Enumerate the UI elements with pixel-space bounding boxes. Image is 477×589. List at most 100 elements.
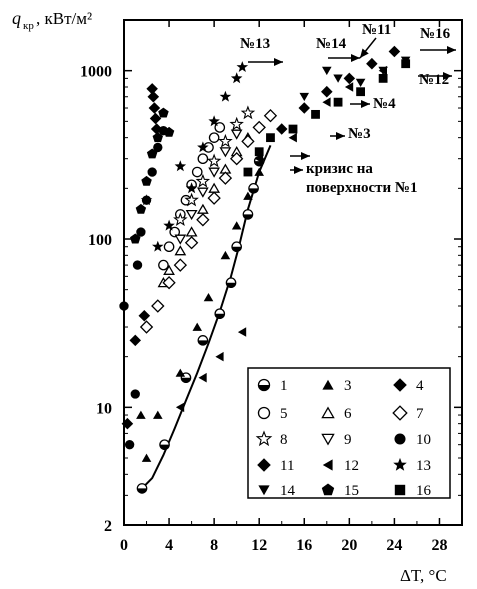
point-series-1 — [159, 439, 170, 451]
point-series-16 — [378, 73, 388, 83]
point-series-6 — [185, 226, 198, 237]
y-tick-label: 2 — [104, 518, 112, 535]
point-series-3 — [220, 250, 231, 260]
point-series-7 — [229, 151, 244, 166]
legend-label-6: 6 — [344, 406, 352, 422]
point-series-7 — [241, 134, 255, 149]
legend-label-5: 5 — [280, 406, 288, 422]
arrow-crisis-b — [290, 166, 303, 174]
legend-label-10: 10 — [416, 432, 431, 448]
point-series-11 — [321, 85, 333, 98]
x-tick-label: 16 — [296, 537, 312, 554]
point-series-9 — [208, 167, 221, 178]
point-series-4 — [121, 417, 134, 430]
arrow-n12 — [418, 72, 452, 80]
legend-label-13: 13 — [416, 458, 431, 474]
annotations: №13 №14 №11 №16 №12 №4 №3 кризис на пове… — [240, 22, 451, 196]
point-series-9 — [196, 187, 209, 198]
point-series-5 — [163, 241, 175, 253]
point-series-8 — [218, 133, 233, 148]
point-series-7 — [263, 108, 278, 123]
annotation-crisis-line2: поверхности №1 — [306, 180, 418, 196]
point-series-15 — [146, 148, 158, 159]
point-series-7 — [139, 320, 154, 334]
arrow-n16 — [420, 46, 456, 54]
point-series-15 — [141, 175, 152, 186]
arrow-n11-leader — [359, 37, 377, 59]
point-series-10 — [132, 260, 143, 270]
point-series-13 — [236, 61, 249, 72]
point-series-8 — [195, 173, 211, 188]
point-series-7 — [184, 236, 199, 250]
data-points — [119, 45, 411, 494]
point-series-7 — [196, 213, 210, 227]
annotation-n11: №11 — [362, 22, 391, 38]
point-series-13 — [219, 90, 232, 102]
legend-marker-8 — [255, 430, 273, 447]
point-series-10 — [130, 389, 140, 399]
point-series-1 — [197, 335, 209, 346]
point-series-13 — [197, 141, 209, 153]
svg-text:кр: кр — [23, 20, 34, 32]
legend-label-12: 12 — [344, 458, 359, 474]
point-series-15 — [135, 203, 147, 214]
point-series-14 — [378, 66, 388, 76]
point-series-1 — [242, 209, 254, 220]
point-series-3 — [243, 191, 253, 200]
point-series-12 — [237, 327, 247, 337]
point-series-6 — [196, 203, 209, 214]
point-series-14 — [299, 92, 309, 102]
svg-text:, кВт/м²: , кВт/м² — [36, 9, 92, 28]
point-series-1 — [214, 308, 226, 320]
legend-marker-15 — [321, 483, 335, 496]
legend-label-11: 11 — [280, 458, 294, 474]
y-axis-title: q кр , кВт/м² — [12, 8, 92, 32]
legend-label-15: 15 — [344, 483, 359, 499]
point-series-5 — [214, 122, 226, 133]
point-series-13 — [140, 194, 153, 206]
x-tick-label: 28 — [431, 537, 447, 554]
annotation-crisis-line1: кризис на — [306, 161, 373, 177]
point-series-3 — [203, 293, 214, 302]
annotation-n16: №16 — [420, 26, 451, 42]
point-series-5 — [191, 166, 203, 178]
point-series-3 — [254, 167, 264, 176]
point-series-10 — [153, 142, 163, 153]
point-series-9 — [174, 234, 187, 245]
point-series-4 — [146, 83, 158, 95]
point-series-11 — [388, 45, 401, 58]
annotation-n4: №4 — [373, 96, 396, 112]
point-series-10 — [124, 440, 135, 450]
legend-label-8: 8 — [280, 432, 288, 448]
point-series-6 — [174, 245, 187, 256]
point-series-1 — [225, 277, 237, 289]
point-series-15 — [130, 233, 141, 244]
point-series-15 — [158, 107, 169, 118]
x-tick-label: 0 — [120, 537, 128, 554]
point-series-3 — [175, 368, 186, 377]
point-series-12 — [198, 372, 207, 383]
point-series-16 — [356, 87, 365, 97]
legend-label-7: 7 — [416, 406, 424, 422]
point-series-16 — [333, 97, 343, 107]
x-tick-label: 8 — [210, 537, 218, 554]
point-series-12 — [344, 82, 354, 92]
point-series-4 — [148, 102, 161, 114]
point-series-10 — [136, 227, 146, 237]
point-series-1 — [136, 483, 148, 494]
point-series-1 — [231, 241, 242, 253]
point-series-14 — [322, 66, 332, 76]
annotation-n3: №3 — [348, 126, 371, 142]
legend-marker-14 — [258, 485, 270, 496]
point-series-7 — [218, 171, 233, 185]
legend-marker-13 — [393, 457, 407, 471]
y-tick-labels: 2 10 100 1000 — [80, 64, 112, 535]
point-series-4 — [147, 91, 160, 103]
point-series-5 — [197, 153, 209, 165]
legend-label-3: 3 — [344, 378, 352, 394]
point-series-5 — [158, 259, 169, 271]
legend-label-1: 1 — [280, 378, 288, 394]
y-tick-label: 1000 — [80, 64, 112, 81]
point-series-12 — [322, 97, 331, 107]
